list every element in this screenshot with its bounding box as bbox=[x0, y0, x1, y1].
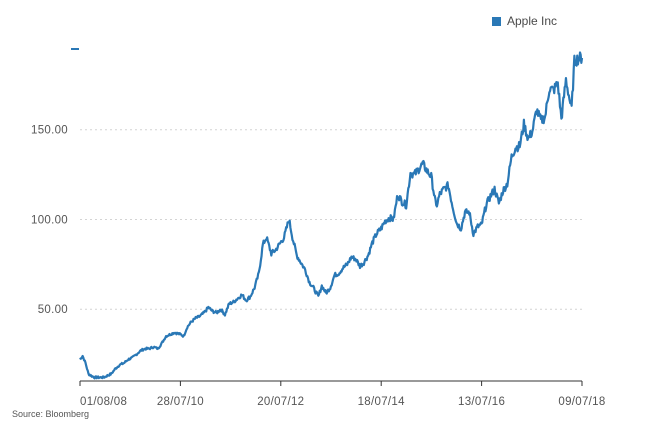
x-tick-label: 13/07/16 bbox=[458, 396, 505, 408]
series-layer bbox=[79, 51, 584, 380]
gridlines bbox=[80, 129, 582, 310]
x-axis: 01/08/08 28/07/10 20/07/12 18/07/14 13/07/16… bbox=[79, 380, 605, 408]
legend-swatch bbox=[492, 16, 501, 26]
x-tick-label: 28/07/10 bbox=[157, 396, 204, 408]
x-tick-label: 09/07/18 bbox=[558, 396, 605, 408]
x-tick-label: 20/07/12 bbox=[257, 396, 304, 408]
x-tick-label: 18/07/14 bbox=[358, 396, 405, 408]
y-axis-ticks: 50.00 100.00 150.00 bbox=[31, 48, 79, 316]
legend: Apple Inc bbox=[492, 14, 557, 28]
legend-label-apple-inc: Apple Inc bbox=[507, 14, 558, 28]
x-tick-label: 01/08/08 bbox=[80, 396, 127, 408]
source-note: Source: Bloomberg bbox=[12, 409, 90, 419]
y-tick-label: 100.00 bbox=[31, 214, 68, 226]
series-line-apple-inc bbox=[79, 51, 584, 380]
y-tick-label: 150.00 bbox=[31, 125, 68, 137]
y-tick-label: 50.00 bbox=[38, 304, 68, 316]
